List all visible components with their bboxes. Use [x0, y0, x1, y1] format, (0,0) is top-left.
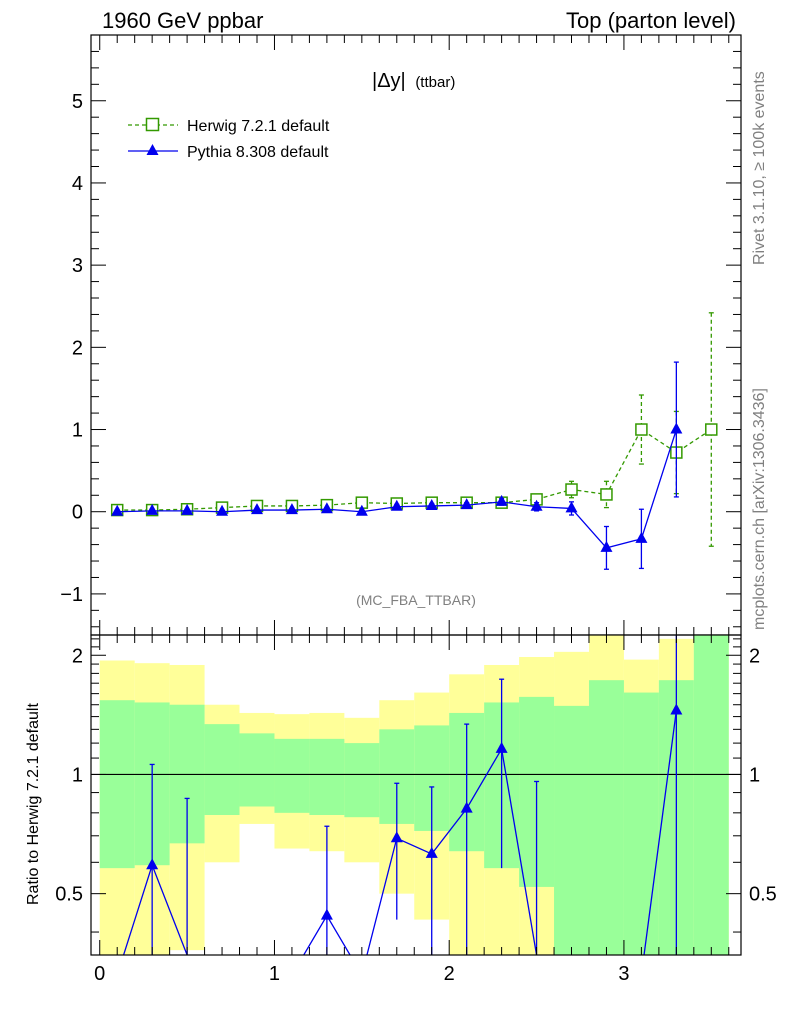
ratio-y-tick-label-right: 0.5 — [749, 884, 777, 906]
ratio-y-tick-label-right: 1 — [749, 764, 760, 786]
legend: Herwig 7.2.1 default Pythia 8.308 defaul… — [128, 117, 330, 161]
ratio-green-band — [239, 733, 275, 807]
ratio-pythia-data-point — [425, 846, 438, 858]
header-energy-label: 1960 GeV ppbar — [102, 8, 263, 33]
ratio-plot-data — [122, 635, 683, 955]
main-plot-title: |Δy| (ttbar) — [372, 70, 455, 92]
ratio-uncertainty-bands — [99, 635, 729, 955]
legend-herwig-marker — [145, 117, 160, 132]
legend-herwig-label: Herwig 7.2.1 default — [187, 118, 330, 135]
main-plot-panel: −1 0 1 2 3 4 5 |Δy| (ttbar) Herwig 7.2.1 defau… — [60, 34, 742, 636]
mcplots-credit-label: mcplots.cern.ch [arXiv:1306.3436] — [751, 388, 768, 630]
main-plot-data — [110, 312, 718, 570]
pythia-data-point — [111, 504, 124, 516]
x-tick-label: 2 — [444, 963, 455, 985]
ratio-green-band — [623, 692, 659, 955]
ratio-green-band — [274, 738, 310, 813]
x-tick-label: 1 — [269, 963, 280, 985]
ratio-pythia-data-point — [146, 858, 159, 870]
herwig-data-point — [600, 488, 613, 501]
rivet-version-label: Rivet 3.1.10, ≥ 100k events — [751, 71, 768, 265]
analysis-name-label: (MC_FBA_TTBAR) — [356, 592, 476, 608]
ratio-green-band — [588, 680, 624, 955]
pythia-data-point — [146, 503, 159, 515]
main-axis-ticks — [91, 35, 741, 635]
ratio-pythia-data-point — [390, 831, 403, 843]
main-y-tick-label: 0 — [72, 502, 83, 524]
ratio-pythia-data-point — [320, 908, 333, 920]
header-process-label: Top (parton level) — [566, 8, 736, 33]
pythia-data-point — [530, 499, 543, 511]
pythia-data-point — [320, 502, 333, 514]
herwig-series-line — [117, 428, 712, 511]
ratio-axis-ticks — [91, 635, 741, 955]
pythia-data-point — [670, 422, 683, 434]
ratio-green-band — [204, 724, 240, 815]
title-main: |Δy| — [372, 70, 406, 92]
ratio-y-tick-label: 1 — [72, 764, 83, 786]
ratio-y-tick-label: 2 — [72, 645, 83, 667]
pythia-data-point — [355, 504, 368, 516]
ratio-green-band — [99, 700, 135, 869]
legend-entry-herwig: Herwig 7.2.1 default — [128, 117, 330, 135]
pythia-data-point — [635, 531, 648, 543]
ratio-green-band — [554, 705, 589, 955]
ratio-plot-frame — [90, 634, 742, 956]
main-y-tick-label: 1 — [72, 420, 83, 442]
ratio-y-axis-label: Ratio to Herwig 7.2.1 default — [25, 703, 42, 905]
main-y-tick-labels: −1 0 1 2 3 4 5 — [60, 91, 83, 606]
ratio-pythia-data-point — [670, 703, 683, 715]
pythia-series-line — [117, 429, 677, 549]
herwig-data-point — [705, 423, 718, 436]
x-tick-label: 3 — [618, 963, 629, 985]
ratio-plot-panel: 0.5 0.5 1 1 2 2 0 1 2 3 Ratio to Herwig 7.2.1 de… — [25, 634, 777, 985]
pythia-data-point — [250, 503, 263, 515]
herwig-data-point — [565, 483, 578, 496]
ratio-green-band — [693, 635, 729, 955]
main-y-tick-label: 4 — [72, 173, 83, 195]
legend-pythia-marker — [146, 144, 159, 155]
main-y-tick-label: 2 — [72, 337, 83, 359]
pythia-data-point — [285, 503, 298, 515]
ratio-y-tick-label: 0.5 — [55, 884, 83, 906]
pythia-data-point — [216, 504, 229, 516]
ratio-green-band — [344, 743, 380, 818]
pythia-data-point — [495, 494, 508, 506]
ratio-y-tick-label-right: 2 — [749, 645, 760, 667]
x-tick-labels: 0 1 2 3 — [94, 963, 629, 985]
pythia-data-point — [460, 498, 473, 510]
legend-pythia-label: Pythia 8.308 default — [187, 144, 329, 161]
pythia-data-point — [425, 498, 438, 510]
main-y-tick-label: 3 — [72, 255, 83, 277]
legend-entry-pythia: Pythia 8.308 default — [128, 144, 329, 161]
main-y-tick-label: 5 — [72, 91, 83, 113]
pythia-data-point — [390, 499, 403, 511]
pythia-data-point — [565, 501, 578, 513]
pythia-data-point — [181, 503, 194, 515]
ratio-green-band — [309, 738, 345, 815]
ratio-y-tick-labels: 0.5 0.5 1 1 2 2 — [55, 645, 777, 905]
pythia-data-point — [600, 540, 613, 552]
title-sub: (ttbar) — [415, 74, 455, 91]
ratio-pythia-data-point — [495, 741, 508, 753]
herwig-data-point — [635, 423, 648, 436]
x-tick-label: 0 — [94, 963, 105, 985]
ratio-pythia-data-point — [460, 801, 473, 813]
main-y-tick-label: −1 — [60, 584, 83, 606]
